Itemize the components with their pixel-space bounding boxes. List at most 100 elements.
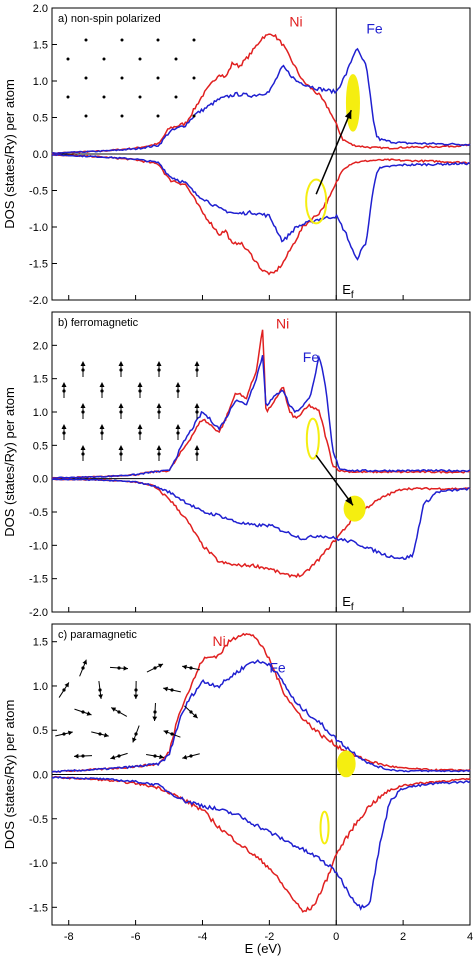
atom-dot [100, 431, 104, 435]
spin-arrow-head [98, 694, 103, 699]
atom-dot [84, 114, 88, 118]
series-label-fe: Fe [366, 21, 383, 37]
atom-dot [98, 732, 102, 736]
atom-dot [81, 710, 85, 714]
y-tick-label: 2.0 [33, 340, 48, 352]
atom-dot [119, 368, 123, 372]
atom-dot [62, 431, 66, 435]
highlight-filled [345, 74, 360, 132]
y-tick-label: 2.0 [33, 3, 48, 15]
y-tick-label: 0.0 [33, 149, 48, 161]
arrow-head [344, 110, 352, 120]
atom-dot [195, 452, 199, 456]
dos-curve-4 [51, 478, 471, 560]
y-tick-label: 1.0 [33, 76, 48, 88]
spin-arrow-head [194, 403, 200, 408]
atom-dot [192, 114, 196, 118]
x-tick-label: 4 [467, 931, 473, 943]
spin-arrow-head [110, 755, 116, 760]
spin-arrow-head [156, 445, 162, 450]
highlight-outline [305, 417, 320, 460]
y-tick-label: 0.5 [33, 725, 48, 737]
atom-dot [81, 410, 85, 414]
spin-arrow-head [152, 716, 158, 721]
atom-dot [81, 452, 85, 456]
y-tick-label: -1.0 [29, 540, 48, 552]
spin-arrow-head [80, 361, 86, 366]
x-tick-label: -4 [198, 931, 208, 943]
y-axis-label: DOS (states/Ry) per atom [2, 700, 17, 850]
atom-dot [66, 57, 70, 61]
atom-dot [153, 754, 157, 758]
y-tick-label: -2.0 [29, 295, 48, 307]
atom-dot [170, 688, 174, 692]
spin-arrow-head [64, 682, 69, 688]
highlight-outline [319, 810, 330, 845]
spin-arrow-head [158, 663, 164, 669]
dos-curve-2 [51, 659, 471, 774]
spin-arrow-head [133, 694, 139, 699]
arrow-head [345, 496, 353, 506]
fermi-label: Ef [342, 594, 354, 613]
highlight-outline [305, 178, 328, 225]
y-tick-label: 1.5 [33, 374, 48, 386]
y-tick-label: -0.5 [29, 814, 48, 826]
atom-dot [156, 114, 160, 118]
y-tick-label: -0.5 [29, 507, 48, 519]
atom-dot [156, 38, 160, 42]
atom-dot [156, 76, 160, 80]
y-tick-label: 1.5 [33, 40, 48, 52]
x-tick-label: -2 [264, 931, 274, 943]
series-label-ni: Ni [276, 316, 289, 332]
spin-arrow-head [163, 730, 169, 735]
spin-arrow-head [194, 445, 200, 450]
spin-arrow-head [182, 664, 187, 670]
atom-dot [120, 38, 124, 42]
spin-arrow-head [61, 424, 67, 429]
series-label-ni: Ni [213, 633, 226, 649]
spin-arrow-head [194, 361, 200, 366]
atom-dot [189, 754, 193, 758]
atom-dot [117, 754, 121, 758]
y-tick-label: 1.0 [33, 407, 48, 419]
y-tick-label: -1.0 [29, 858, 48, 870]
dos-curve-2 [52, 47, 471, 154]
panel-2: 2.0 1.5 1.0 0.5 0.0 -0.5 -1.0 -1.5 -2.0 b) ferrom… [2, 311, 471, 619]
y-tick-label: -1.5 [29, 574, 48, 586]
atom-dot [102, 57, 106, 61]
spin-arrow-head [159, 754, 164, 760]
spin-arrow-head [67, 730, 73, 736]
atom-dot [153, 666, 157, 670]
atom-dot [62, 732, 66, 736]
spin-arrow-head [80, 445, 86, 450]
spin-arrow-head [175, 382, 181, 387]
panel-title: b) ferromagnetic [58, 317, 139, 329]
y-axis-label: DOS (states/Ry) per atom [2, 387, 17, 537]
atom-dot [195, 368, 199, 372]
atom-dot [176, 389, 180, 393]
atom-dot [195, 410, 199, 414]
spin-arrow-head [163, 686, 168, 692]
atom-dot [100, 389, 104, 393]
x-axis-label: E (eV) [245, 941, 282, 956]
dos-curve-4 [51, 153, 471, 261]
spin-arrow-head [175, 424, 181, 429]
y-tick-label: 0.0 [33, 770, 48, 782]
spin-arrow-head [137, 424, 143, 429]
atom-dot [192, 38, 196, 42]
y-tick-label: 1.0 [33, 681, 48, 693]
series-label-ni: Ni [289, 13, 302, 29]
atom-dot [84, 38, 88, 42]
series-label-fe: Fe [269, 660, 286, 676]
dos-curve-1 [51, 632, 471, 773]
atom-dot [117, 710, 121, 714]
spin-arrow-head [80, 403, 86, 408]
atom-dot [62, 688, 66, 692]
spin-arrow-head [156, 361, 162, 366]
atom-dot [189, 666, 193, 670]
panel-3: 1.5 1.0 0.5 0.0 -0.5 -1.0 -1.5 -8 -6 -4 -2 0 2 4 c) pa… [2, 623, 473, 943]
atom-dot [120, 76, 124, 80]
dos-curve-3 [52, 478, 471, 579]
panel-title: c) paramagnetic [58, 629, 137, 641]
